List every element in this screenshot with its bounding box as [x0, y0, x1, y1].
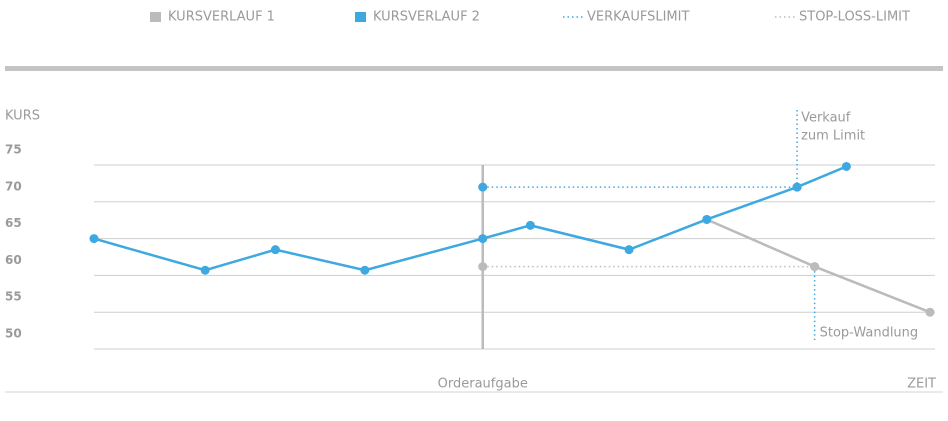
point — [478, 234, 488, 244]
y-tick-label: 50 — [5, 327, 22, 341]
legend-label: VERKAUFSLIMIT — [587, 10, 689, 25]
point — [478, 182, 488, 192]
annotation: Orderaufgabe — [438, 377, 528, 392]
annotation: Stop-Wandlung — [820, 326, 919, 341]
point — [810, 262, 820, 272]
y-tick-label: 55 — [5, 290, 22, 304]
y-tick-label: 75 — [5, 143, 22, 157]
annotation: Verkauf — [801, 111, 851, 126]
y-axis-label: KURS — [5, 109, 40, 124]
point — [525, 220, 535, 230]
x-axis-label: ZEIT — [907, 377, 936, 392]
legend-label: STOP-LOSS-LIMIT — [799, 10, 910, 25]
point — [200, 265, 210, 275]
y-tick-label: 60 — [5, 253, 22, 267]
point — [702, 214, 712, 224]
annotation: zum Limit — [801, 129, 865, 144]
legend-swatch — [150, 12, 161, 22]
point — [792, 182, 802, 192]
point — [478, 262, 488, 272]
point — [841, 161, 851, 171]
series-line — [93, 165, 847, 272]
y-tick-label: 65 — [5, 216, 22, 230]
point — [925, 307, 935, 317]
y-tick-label: 70 — [5, 179, 22, 193]
legend-label: KURSVERLAUF 2 — [373, 10, 480, 25]
point — [360, 265, 370, 275]
point — [624, 245, 634, 255]
top-rule — [5, 66, 943, 71]
point — [89, 234, 99, 244]
legend-swatch — [355, 12, 366, 22]
legend-label: KURSVERLAUF 1 — [168, 10, 275, 25]
point — [270, 245, 280, 255]
